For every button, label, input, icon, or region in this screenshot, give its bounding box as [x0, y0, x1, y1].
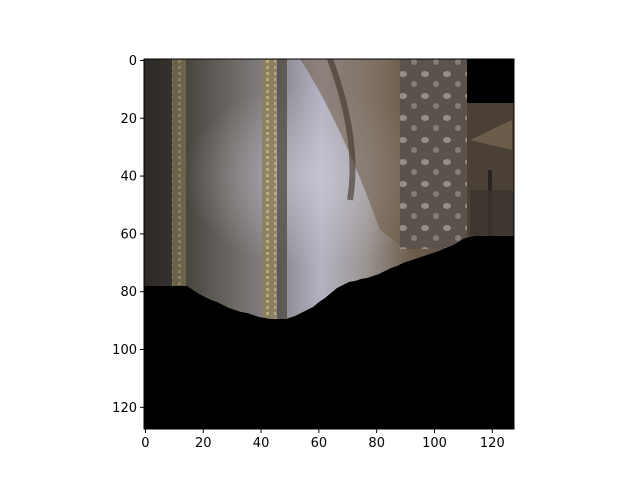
x-tick-label: 60 — [311, 436, 328, 451]
axes-frame — [143, 58, 515, 430]
y-tick-label: 0 — [129, 54, 137, 69]
x-tick-label: 100 — [422, 436, 447, 451]
y-tick-label: 20 — [120, 112, 137, 127]
y-tick-label: 100 — [112, 343, 137, 358]
x-axis: 0 20 40 60 80 100 120 — [141, 429, 505, 451]
y-tick-label: 80 — [120, 285, 137, 300]
x-tick-label: 0 — [141, 436, 149, 451]
x-tick-label: 120 — [480, 436, 505, 451]
x-tick-label: 80 — [368, 436, 385, 451]
y-tick-label: 120 — [112, 401, 137, 416]
y-tick-label: 40 — [120, 170, 137, 185]
game-frame-image — [144, 59, 514, 429]
y-tick-label: 60 — [120, 227, 137, 242]
x-tick-label: 40 — [253, 436, 270, 451]
y-axis: 0 20 40 60 80 100 120 — [112, 54, 144, 416]
x-tick-label: 20 — [195, 436, 212, 451]
